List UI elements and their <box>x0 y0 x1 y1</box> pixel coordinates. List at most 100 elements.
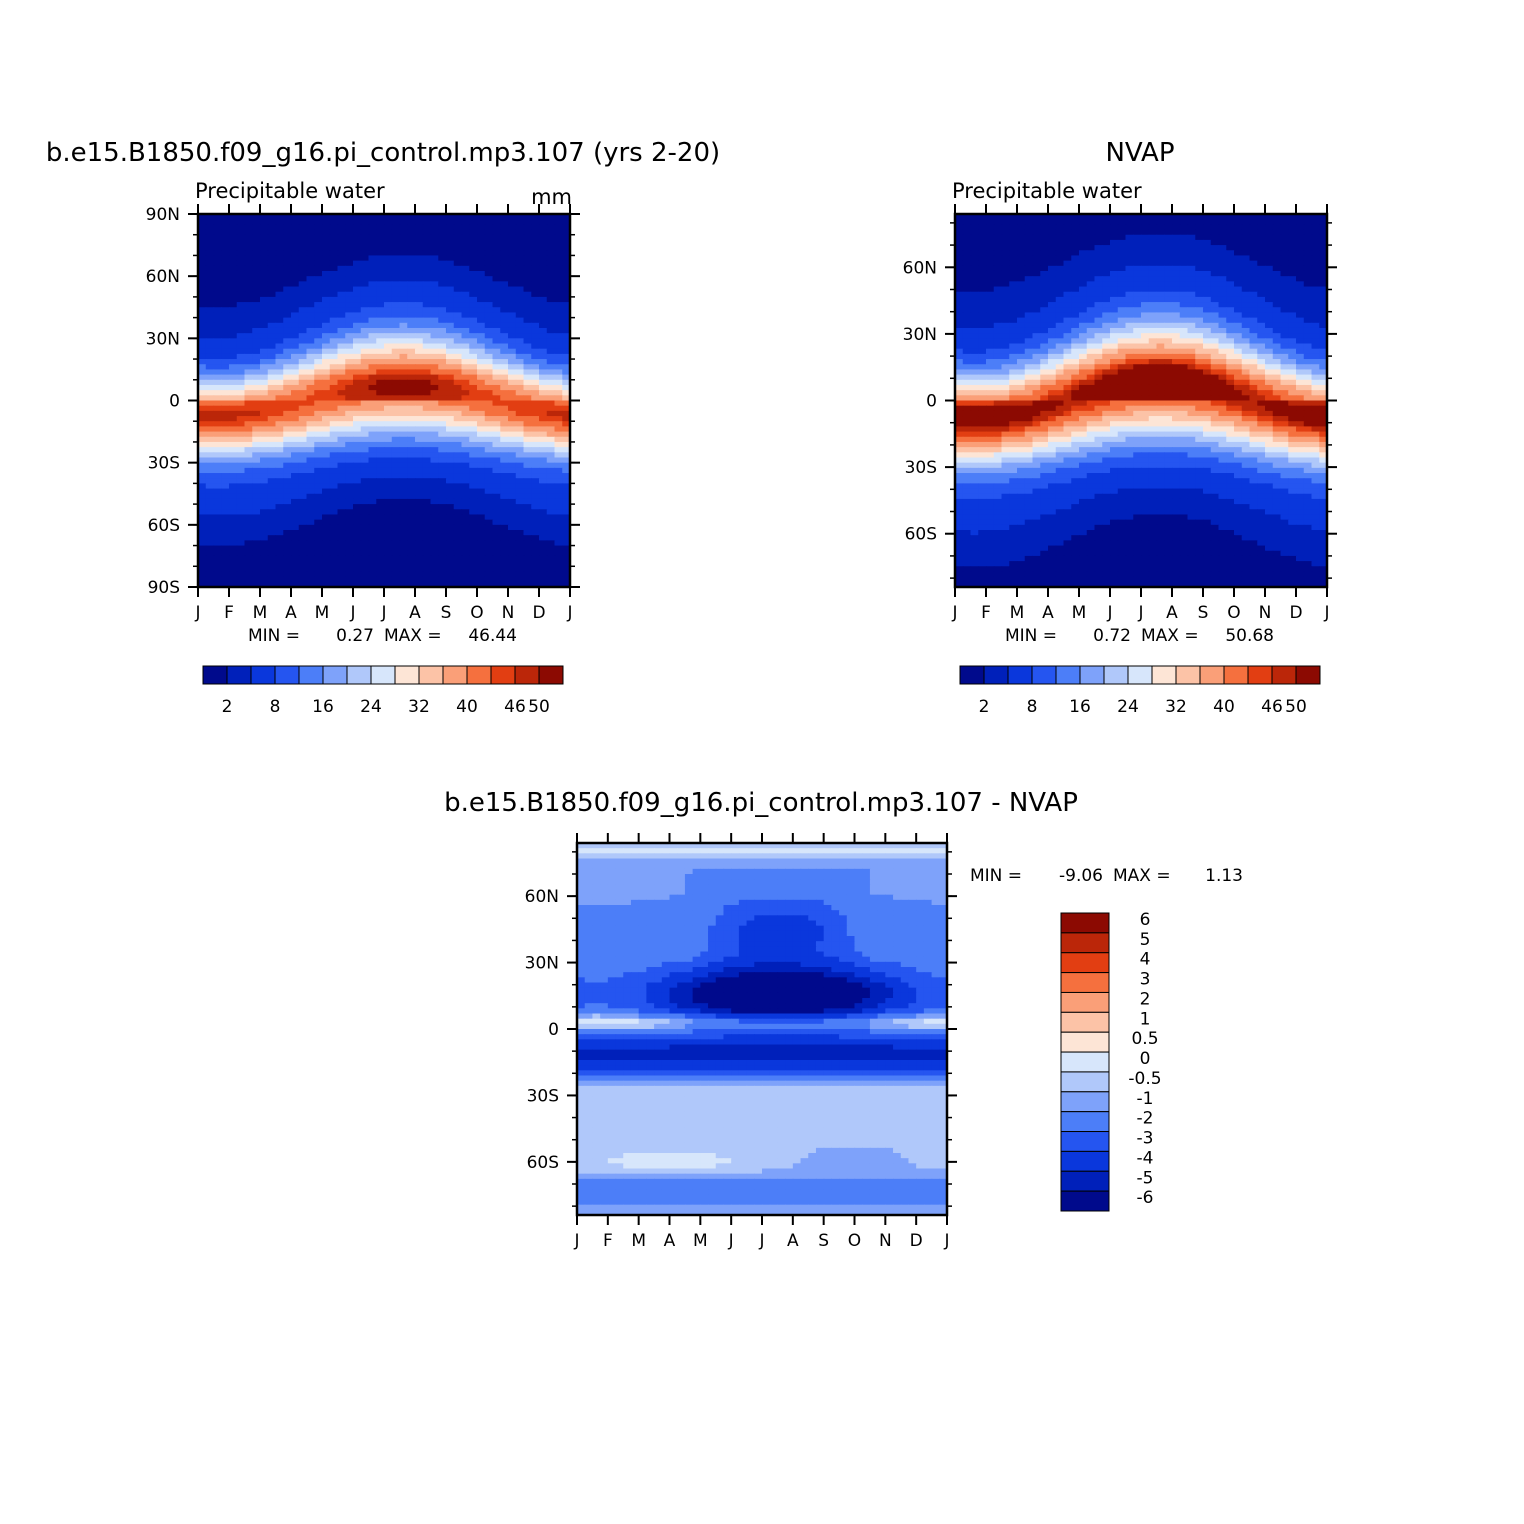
contour-cell <box>205 296 215 303</box>
contour-cell <box>492 359 501 365</box>
contour-cell <box>1195 353 1204 360</box>
contour-cell <box>461 239 470 246</box>
contour-cell <box>531 214 540 220</box>
contour-cell <box>1009 348 1018 355</box>
contour-cell <box>298 270 308 277</box>
contour-cell <box>554 436 563 443</box>
contour-cell <box>1148 255 1158 262</box>
contour-cell <box>1172 302 1181 308</box>
contour-cell <box>1311 286 1320 293</box>
contour-cell <box>213 441 222 448</box>
contour-cell <box>546 353 556 360</box>
contour-cell <box>267 265 277 272</box>
contour-cell <box>1001 260 1010 267</box>
contour-cell <box>1094 245 1103 251</box>
contour-cell <box>1071 302 1080 308</box>
contour-cell <box>955 250 964 257</box>
contour-cell <box>353 530 362 536</box>
panel1-units: mm <box>531 185 572 209</box>
contour-cell <box>1055 322 1065 329</box>
contour-cell <box>306 436 315 443</box>
contour-cell <box>314 571 323 578</box>
contour-cell <box>422 384 432 391</box>
contour-cell <box>275 374 284 381</box>
contour-cell <box>283 431 292 438</box>
contour-cell <box>252 239 261 246</box>
contour-cell <box>554 317 563 324</box>
contour-cell <box>1303 214 1313 220</box>
contour-cell <box>345 400 354 407</box>
contour-cell <box>430 260 439 267</box>
contour-cell <box>1164 214 1173 220</box>
contour-cell <box>283 493 292 500</box>
contour-cell <box>376 348 385 355</box>
contour-cell <box>213 498 222 505</box>
contour-cell <box>539 338 548 345</box>
contour-cell <box>322 260 331 267</box>
contour-cell <box>492 405 501 412</box>
contour-cell <box>384 327 393 334</box>
contour-cell <box>1071 229 1080 236</box>
contour-cell <box>399 514 408 521</box>
contour-cell <box>1133 234 1142 241</box>
contour-cell <box>384 545 393 552</box>
contour-cell <box>554 224 563 231</box>
contour-cell <box>438 374 447 381</box>
contour-cell <box>531 245 540 251</box>
contour-cell <box>1055 291 1065 298</box>
contour-cell <box>453 519 463 526</box>
contour-cell <box>314 338 323 345</box>
contour-cell <box>1125 286 1134 293</box>
contour-cell <box>221 405 230 412</box>
contour-cell <box>415 369 424 376</box>
contour-cell <box>376 462 385 469</box>
contour-cell <box>1055 281 1065 288</box>
contour-cell <box>368 219 377 225</box>
contour-cell <box>329 462 339 469</box>
contour-cell <box>461 260 470 267</box>
contour-cell <box>314 390 323 396</box>
contour-cell <box>1133 359 1142 365</box>
contour-cell <box>384 509 393 516</box>
contour-cell <box>1203 255 1212 262</box>
contour-cell <box>345 493 354 500</box>
contour-cell <box>345 576 354 583</box>
contour-cell <box>469 524 478 531</box>
contour-cell <box>461 270 470 277</box>
contour-cell <box>229 364 238 371</box>
contour-cell <box>1272 245 1282 251</box>
contour-cell <box>1125 348 1134 355</box>
contour-cell <box>1226 255 1235 262</box>
contour-cell <box>291 286 300 293</box>
contour-cell <box>986 327 995 334</box>
contour-cell <box>322 338 331 345</box>
contour-cell <box>221 281 230 288</box>
contour-cell <box>492 307 501 314</box>
contour-cell <box>970 260 979 267</box>
contour-cell <box>562 353 571 360</box>
contour-cell <box>252 322 261 329</box>
contour-cell <box>298 488 308 495</box>
contour-cell <box>198 447 207 453</box>
contour-cell <box>229 452 238 459</box>
contour-cell <box>229 483 238 490</box>
contour-cell <box>198 488 207 495</box>
contour-cell <box>384 555 393 562</box>
contour-cell <box>415 498 424 505</box>
contour-cell <box>1218 307 1227 314</box>
contour-cell <box>1164 281 1173 288</box>
contour-cell <box>1125 224 1134 231</box>
contour-cell <box>384 571 393 578</box>
contour-cell <box>539 374 548 381</box>
contour-cell <box>438 214 447 220</box>
contour-cell <box>252 483 261 490</box>
contour-cell <box>213 410 222 417</box>
contour-cell <box>205 245 215 251</box>
contour-cell <box>477 333 486 339</box>
contour-cell <box>1296 270 1305 277</box>
contour-cell <box>205 322 215 329</box>
contour-cell <box>329 555 339 562</box>
contour-cell <box>329 214 339 220</box>
contour-cell <box>484 426 494 433</box>
contour-cell <box>337 478 346 484</box>
